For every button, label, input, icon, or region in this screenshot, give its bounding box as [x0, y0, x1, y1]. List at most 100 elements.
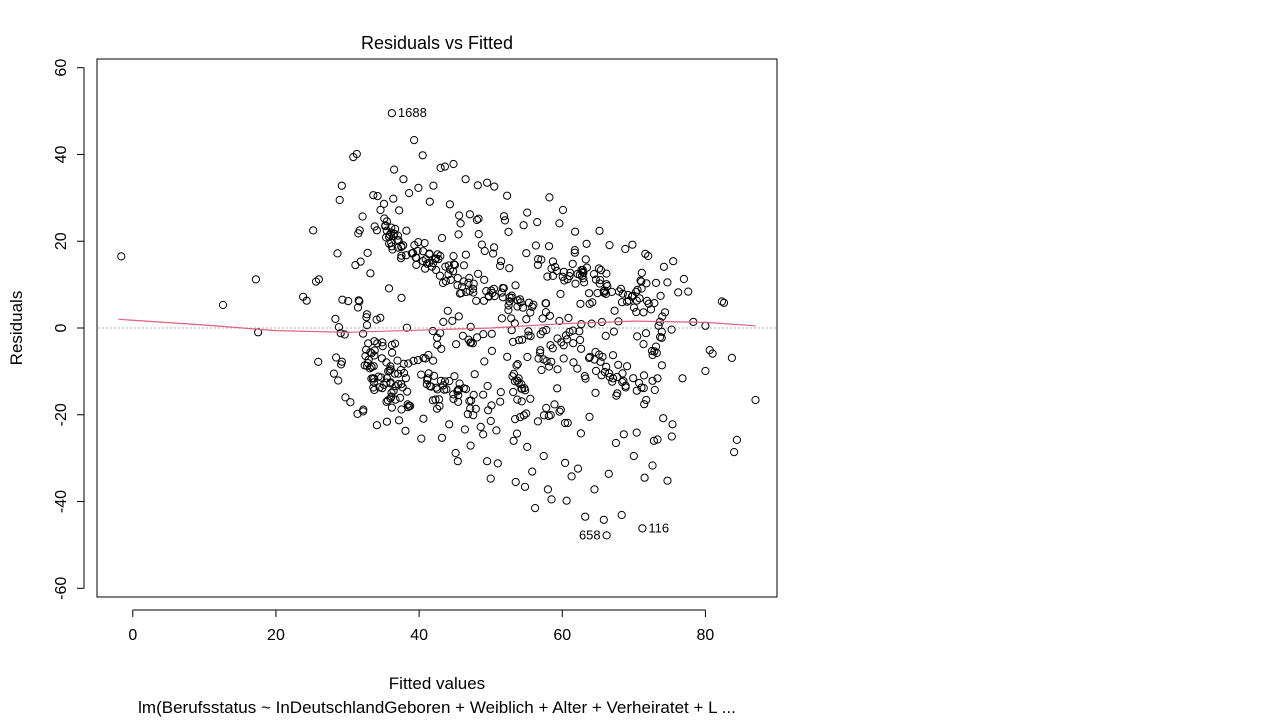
- data-point: [459, 384, 468, 393]
- data-point: [637, 284, 646, 293]
- y-tick-label: -60: [53, 577, 70, 600]
- data-point: [588, 298, 597, 307]
- data-point: [517, 397, 526, 406]
- data-point: [378, 338, 387, 347]
- data-point: [358, 212, 367, 221]
- data-point: [617, 298, 627, 307]
- data-point: [659, 414, 668, 423]
- data-point: [533, 218, 542, 227]
- data-point: [578, 267, 587, 276]
- data-point: [637, 268, 646, 277]
- data-point: [382, 217, 391, 226]
- data-point: [440, 377, 449, 386]
- data-point: [569, 339, 578, 348]
- data-point: [388, 245, 397, 254]
- data-point: [402, 226, 411, 235]
- data-point: [439, 317, 448, 326]
- data-point: [483, 178, 492, 187]
- data-point: [534, 354, 543, 363]
- data-point: [364, 339, 373, 348]
- data-point: [425, 249, 434, 258]
- data-point: [496, 397, 505, 406]
- data-point: [251, 275, 260, 284]
- data-point: [459, 277, 468, 286]
- data-point: [474, 230, 483, 239]
- outlier-point: [387, 109, 396, 118]
- data-point: [340, 330, 349, 339]
- data-point: [576, 299, 585, 308]
- data-point: [410, 136, 419, 145]
- data-point: [373, 192, 382, 201]
- data-point: [507, 291, 516, 300]
- data-point: [547, 264, 556, 273]
- data-point: [367, 362, 376, 372]
- y-tick-label: 0: [53, 323, 70, 332]
- data-point: [503, 352, 512, 361]
- data-point: [568, 259, 577, 268]
- data-point: [701, 366, 710, 376]
- data-point: [453, 385, 462, 395]
- data-point: [542, 299, 551, 308]
- data-point: [582, 263, 592, 272]
- data-point: [394, 369, 403, 378]
- data-point: [575, 327, 584, 336]
- data-point: [341, 393, 350, 402]
- data-point: [445, 377, 454, 386]
- data-point: [632, 428, 641, 437]
- data-point: [437, 433, 447, 442]
- data-point: [437, 344, 446, 353]
- data-point: [537, 365, 546, 375]
- data-point: [582, 239, 591, 248]
- data-point: [618, 378, 627, 387]
- data-point: [445, 265, 455, 274]
- data-point: [577, 320, 586, 329]
- data-point: [420, 239, 429, 248]
- data-point: [390, 165, 399, 174]
- data-point: [555, 407, 564, 416]
- data-point: [589, 270, 599, 279]
- outlier-label: 658: [579, 527, 601, 542]
- data-point: [469, 411, 478, 420]
- data-point: [497, 288, 506, 297]
- data-point: [646, 305, 656, 314]
- data-point: [555, 219, 564, 228]
- data-point: [609, 327, 619, 336]
- data-point: [302, 296, 311, 305]
- data-point: [590, 485, 599, 494]
- data-point: [545, 193, 554, 202]
- data-point: [385, 366, 394, 375]
- data-point: [372, 315, 381, 324]
- data-point: [473, 333, 482, 342]
- data-point: [433, 250, 442, 259]
- data-point: [386, 365, 395, 374]
- data-point: [505, 293, 514, 302]
- data-point: [635, 294, 644, 303]
- data-point: [344, 297, 353, 306]
- data-point: [387, 403, 396, 412]
- data-point: [633, 285, 642, 294]
- data-point: [404, 359, 413, 368]
- data-point: [536, 346, 545, 355]
- data-point: [573, 464, 583, 473]
- data-point: [636, 276, 645, 285]
- data-point: [512, 361, 521, 370]
- data-point: [650, 385, 659, 395]
- data-point: [565, 327, 574, 337]
- data-point: [545, 311, 555, 320]
- data-point: [452, 340, 461, 349]
- data-point: [429, 371, 439, 380]
- points-layer: [117, 109, 760, 540]
- data-point: [314, 357, 323, 366]
- data-point: [513, 395, 522, 404]
- data-point: [377, 354, 386, 363]
- data-point: [457, 282, 466, 291]
- data-point: [487, 346, 496, 355]
- data-point: [498, 283, 507, 293]
- data-point: [353, 409, 362, 418]
- data-point: [418, 257, 428, 266]
- data-point: [489, 249, 498, 258]
- data-point: [518, 303, 528, 312]
- data-point: [355, 226, 364, 235]
- data-point: [381, 222, 390, 231]
- data-point: [472, 296, 481, 305]
